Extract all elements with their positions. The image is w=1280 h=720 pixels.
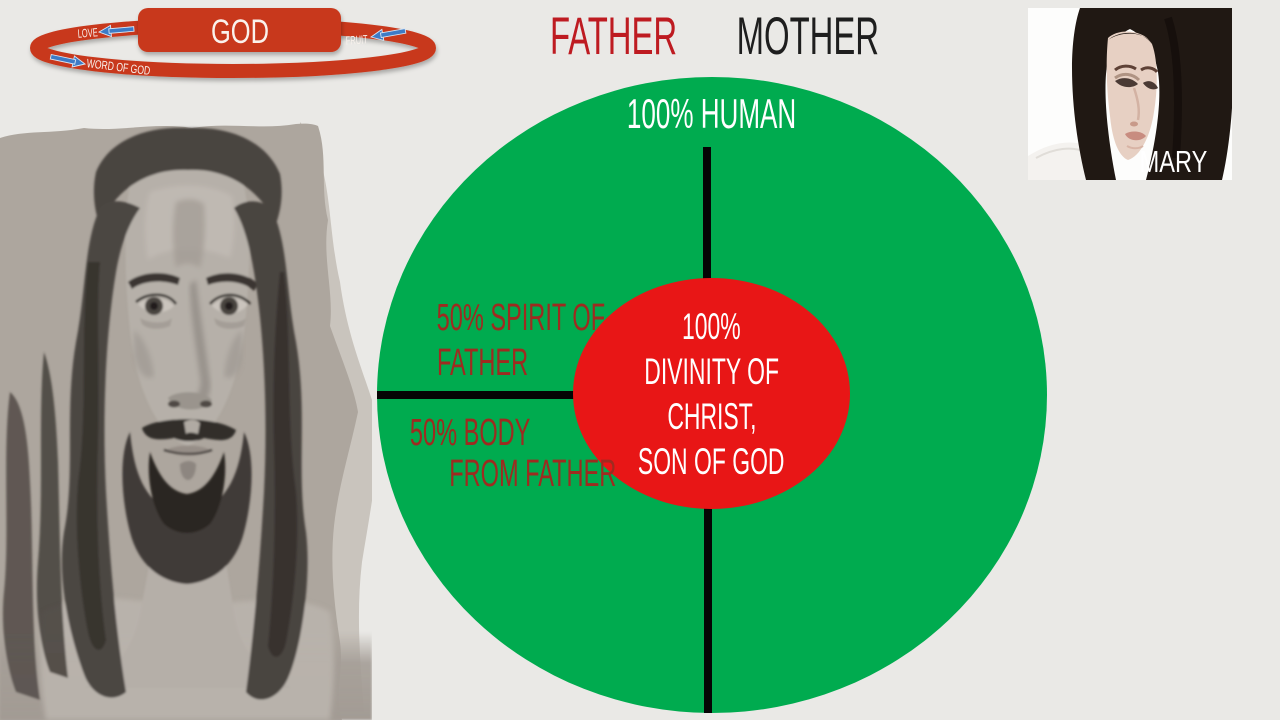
divinity-ellipse: 100% DIVINITY OF CHRIST, SON OF GOD	[573, 278, 850, 509]
mary-caption: MARY	[1139, 144, 1208, 179]
word-of-god-label: WORD OF GOD	[86, 56, 151, 78]
god-cycle-diagram: GOD LOVE FRUIT WORD OF GOD	[30, 8, 436, 78]
divinity-line: SON OF GOD	[638, 440, 785, 482]
divinity-line: 100%	[682, 305, 741, 347]
mother-heading: MOTHER	[736, 7, 880, 66]
divider-vertical-top	[703, 147, 711, 285]
love-arrow-icon	[97, 24, 135, 38]
divinity-line: CHRIST,	[666, 395, 757, 437]
human-label: 100% HUMAN	[627, 90, 797, 137]
divider-vertical-bottom	[704, 502, 712, 713]
body-from-father-label-line1: 50% BODY	[409, 412, 531, 454]
mary-photo-illustration	[1028, 8, 1232, 180]
love-label: LOVE	[77, 25, 98, 40]
body-from-father-label-line2: FROM FATHER	[449, 453, 617, 495]
spirit-of-father-label: 50% SPIRIT OF FATHER	[436, 297, 606, 384]
jesus-watercolor-portrait	[0, 122, 372, 720]
god-label: GOD	[211, 13, 269, 51]
fruit-arrow-icon	[369, 28, 407, 42]
mary-photo: MARY	[1028, 8, 1232, 180]
fruit-label: FRUIT	[345, 32, 368, 48]
god-box	[138, 8, 341, 52]
portrait-painting	[0, 127, 372, 720]
father-heading: FATHER	[550, 7, 678, 66]
divider-horizontal	[377, 391, 580, 399]
word-of-god-arrow-icon	[49, 53, 87, 68]
divinity-line: DIVINITY OF	[644, 350, 779, 392]
